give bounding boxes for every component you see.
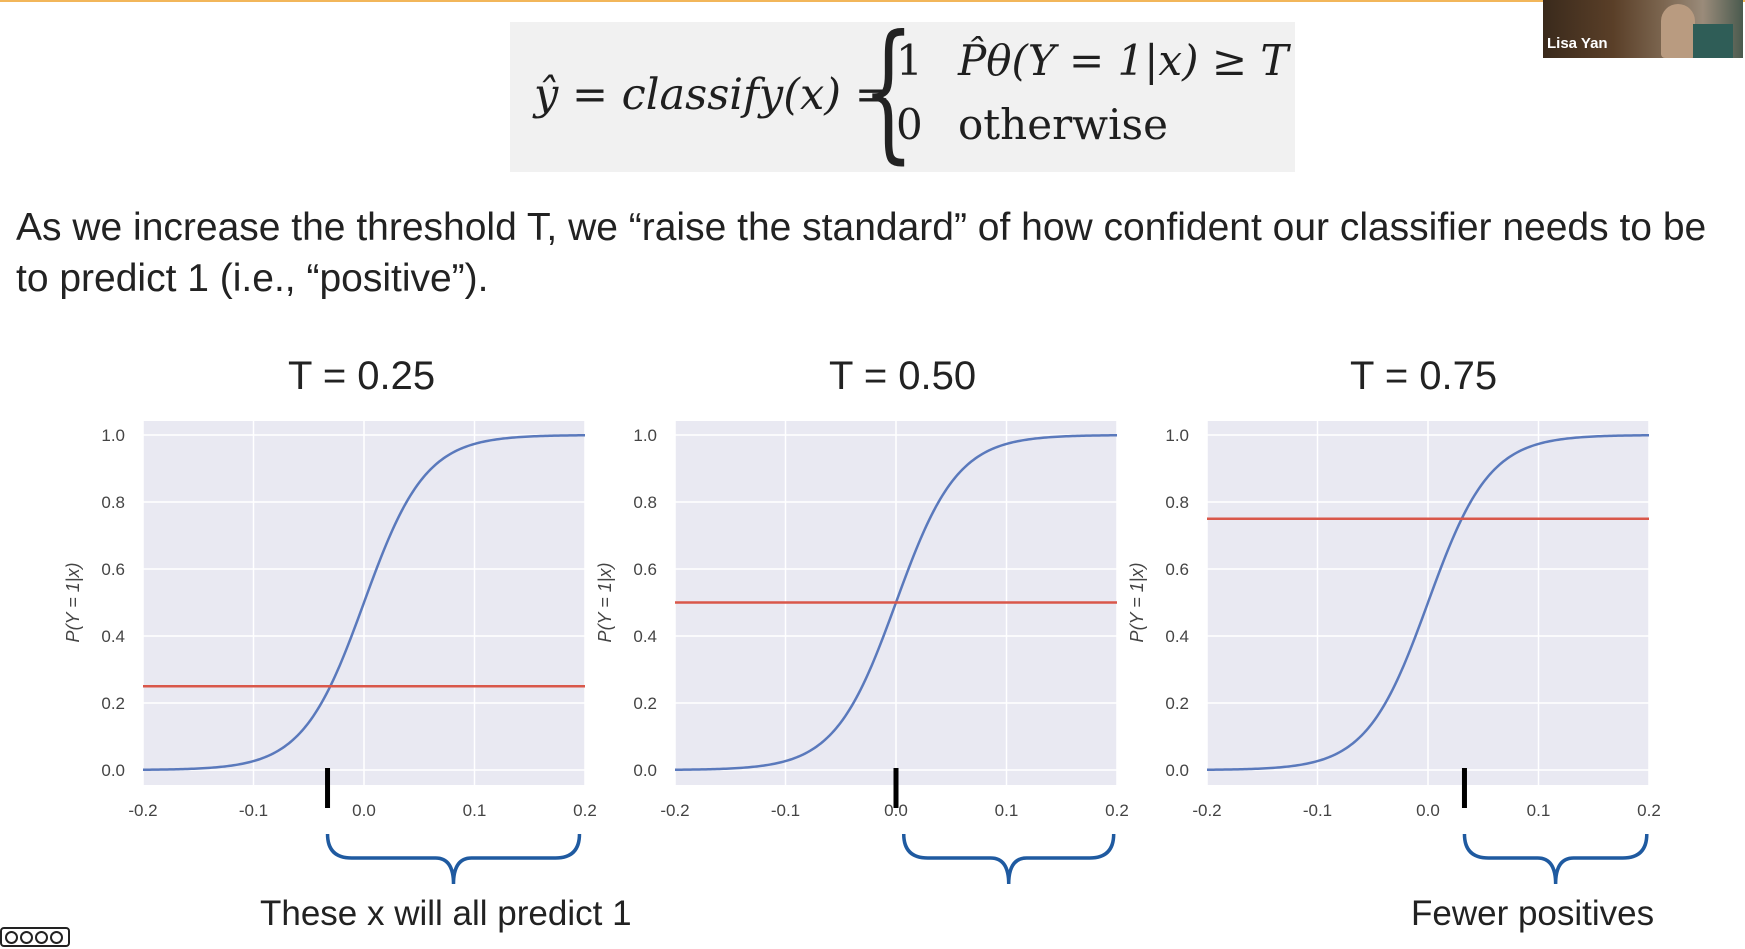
x-tick-label: 0.0 xyxy=(884,801,908,820)
y-tick-label: 0.8 xyxy=(101,493,125,512)
y-axis-label: P(Y = 1|x) xyxy=(1127,563,1147,643)
y-tick-label: 0.2 xyxy=(633,694,657,713)
curly-brace xyxy=(901,833,1116,885)
y-tick-label: 0.8 xyxy=(1165,493,1189,512)
formula-case-2: 0 otherwise xyxy=(896,100,1168,149)
y-tick-label: 0.4 xyxy=(1165,627,1189,646)
y-tick-label: 1.0 xyxy=(101,426,125,445)
y-tick-label: 0.4 xyxy=(101,627,125,646)
x-tick-label: -0.1 xyxy=(239,801,268,820)
formula-case-2-value: 0 xyxy=(896,100,923,149)
x-tick-label: 0.1 xyxy=(1527,801,1551,820)
sigmoid-curve xyxy=(1206,434,1650,771)
y-axis-label: P(Y = 1|x) xyxy=(595,563,615,643)
annotation-chart-3: Fewer positives xyxy=(1411,894,1655,933)
speaker-video-thumbnail[interactable]: Lisa Yan xyxy=(1543,0,1743,58)
formula-brace: { xyxy=(862,4,915,178)
formula-case-1-condition: P̂θ(Y = 1|x) ≥ T xyxy=(958,36,1289,85)
speaker-shirt xyxy=(1693,24,1733,58)
y-tick-label: 0.0 xyxy=(1165,761,1189,780)
x-tick-label: 0.1 xyxy=(463,801,487,820)
speaker-name: Lisa Yan xyxy=(1547,35,1608,52)
y-tick-label: 1.0 xyxy=(1165,426,1189,445)
formula-case-1-value: 1 xyxy=(896,36,923,85)
chart-title-2: T = 0.50 xyxy=(829,354,977,398)
creative-commons-badge-icon xyxy=(0,927,70,947)
intro-text: As we increase the threshold T, we “rais… xyxy=(16,206,1707,300)
by-icon xyxy=(20,930,33,944)
y-tick-label: 0.2 xyxy=(101,694,125,713)
annotation-chart-1: These x will all predict 1 xyxy=(260,894,632,933)
x-tick-label: 0.0 xyxy=(1416,801,1440,820)
chart-panel-2: -0.2 -0.1 0.0 0.1 0.2 0.0 0.2 0.4 0.6 0.8 1.0 P(Y =… xyxy=(595,421,1129,885)
y-tick-label: 0.4 xyxy=(633,627,657,646)
y-tick-label: 0.6 xyxy=(101,560,125,579)
formula-case-1: 1 P̂θ(Y = 1|x) ≥ T xyxy=(896,36,1288,85)
x-tick-label: 0.1 xyxy=(995,801,1019,820)
y-tick-label: 0.6 xyxy=(1165,560,1189,579)
x-tick-label: -0.1 xyxy=(1303,801,1332,820)
x-tick-label: 0.2 xyxy=(1637,801,1661,820)
y-tick-label: 0.2 xyxy=(1165,694,1189,713)
x-tick-label: -0.2 xyxy=(128,801,157,820)
y-tick-label: 0.0 xyxy=(101,761,125,780)
x-tick-label: 0.0 xyxy=(352,801,376,820)
y-tick-label: 1.0 xyxy=(633,426,657,445)
top-accent-line xyxy=(0,0,1745,2)
sigmoid-curve xyxy=(142,434,586,771)
x-tick-label: -0.2 xyxy=(1192,801,1221,820)
x-tick-label: 0.2 xyxy=(573,801,597,820)
nc-icon xyxy=(35,930,48,944)
y-tick-label: 0.8 xyxy=(633,493,657,512)
chart-panel-3: -0.2 -0.1 0.0 0.1 0.2 0.0 0.2 0.4 0.6 0.8 1.0 P(Y =… xyxy=(1127,421,1661,885)
sa-icon xyxy=(50,930,63,944)
speaker-figure xyxy=(1661,4,1695,58)
chart-title-1: T = 0.25 xyxy=(288,354,436,398)
cc-icon xyxy=(5,930,18,944)
x-tick-label: -0.2 xyxy=(660,801,689,820)
curly-brace xyxy=(325,833,582,885)
x-tick-label: 0.2 xyxy=(1105,801,1129,820)
y-tick-label: 0.0 xyxy=(633,761,657,780)
chart-panel-1: -0.2 -0.1 0.0 0.1 0.2 0.0 0.2 0.4 0.6 0.8 1.0 P(Y =… xyxy=(63,421,597,885)
formula-case-2-condition: otherwise xyxy=(958,100,1168,149)
x-tick-label: -0.1 xyxy=(771,801,800,820)
formula-lhs: ŷ = classify(x) = xyxy=(534,70,891,120)
curly-brace xyxy=(1462,833,1649,885)
y-tick-label: 0.6 xyxy=(633,560,657,579)
y-axis-label: P(Y = 1|x) xyxy=(63,563,83,643)
chart-title-3: T = 0.75 xyxy=(1350,354,1498,398)
